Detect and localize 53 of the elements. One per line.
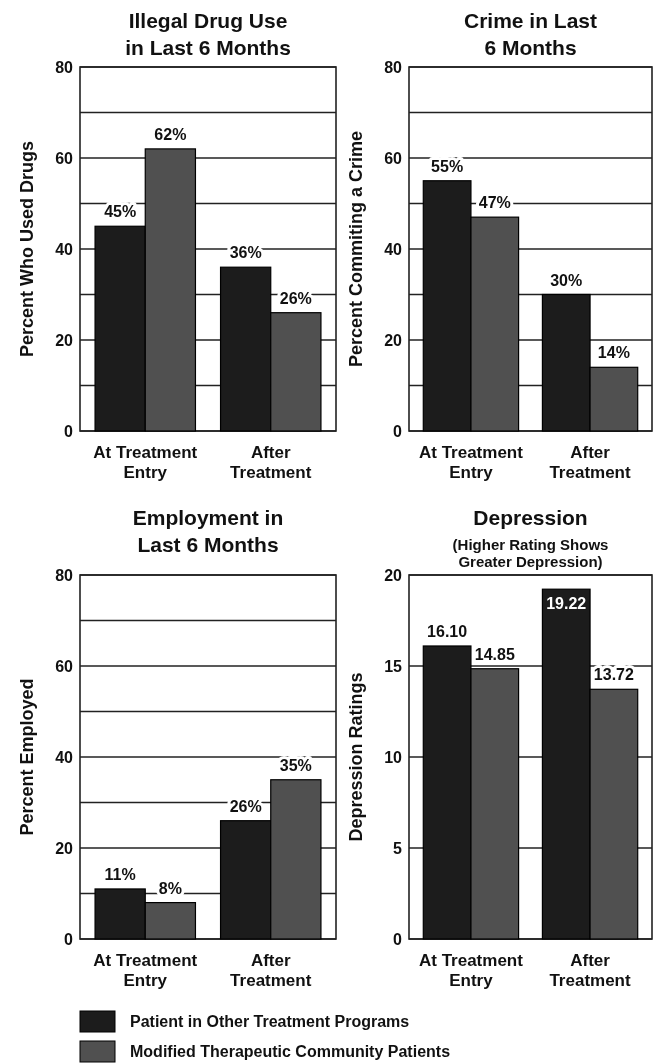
chart-title: Employment in Last 6 Months xyxy=(132,506,284,556)
y-tick-label: 40 xyxy=(55,240,74,258)
y-axis-title: Percent Who Used Drugs xyxy=(17,140,38,358)
data-label: 16.10 xyxy=(427,622,468,640)
legend-label: Modified Therapeutic Community Patients xyxy=(130,1043,451,1060)
data-label: 35% xyxy=(279,756,312,774)
data-label: 26% xyxy=(229,797,262,815)
x-tick-label: After Treatment xyxy=(549,951,632,990)
y-tick-label: 20 xyxy=(55,331,74,349)
y-tick-label: 40 xyxy=(55,748,74,766)
data-label: 11% xyxy=(104,865,136,883)
data-label: 8% xyxy=(158,879,182,897)
y-tick-label: 80 xyxy=(55,566,74,584)
y-tick-label: 80 xyxy=(384,58,403,76)
data-label: 14.85 xyxy=(474,645,515,663)
chart-subtitle: (Higher Rating Shows Greater Depression) xyxy=(452,536,609,570)
chart-title: Crime in Last 6 Months xyxy=(463,9,598,59)
y-axis-title: Depression Ratings xyxy=(346,672,367,842)
y-tick-label: 60 xyxy=(55,149,74,167)
y-axis-title: Percent Commiting a Crime xyxy=(346,130,367,368)
y-tick-label: 60 xyxy=(384,149,403,167)
y-tick-label: 20 xyxy=(384,331,403,349)
y-tick-label: 5 xyxy=(393,839,403,857)
chart-title: Depression xyxy=(473,506,588,529)
x-tick-label: After Treatment xyxy=(549,443,632,482)
data-label: 26% xyxy=(279,289,312,307)
data-label: 45% xyxy=(104,203,137,221)
x-tick-label: At Treatment Entry xyxy=(93,443,198,482)
y-tick-label: 10 xyxy=(384,748,403,766)
x-tick-label: At Treatment Entry xyxy=(93,951,198,990)
y-tick-label: 20 xyxy=(55,839,74,857)
x-tick-label: After Treatment xyxy=(230,951,312,990)
y-tick-label: 80 xyxy=(55,58,74,76)
y-tick-label: 15 xyxy=(384,657,403,675)
x-tick-label: After Treatment xyxy=(230,443,312,482)
x-tick-label: At Treatment Entry xyxy=(418,443,524,482)
y-tick-label: 0 xyxy=(393,930,403,948)
y-axis-title: Percent Employed xyxy=(17,678,38,836)
data-label: 30% xyxy=(550,271,583,289)
legend-label: Patient in Other Treatment Programs xyxy=(130,1013,410,1030)
y-tick-label: 60 xyxy=(55,657,74,675)
y-tick-label: 0 xyxy=(64,422,74,440)
y-tick-label: 20 xyxy=(384,566,403,584)
y-tick-label: 40 xyxy=(384,240,403,258)
data-label: 13.72 xyxy=(593,666,634,684)
y-tick-label: 0 xyxy=(393,422,403,440)
y-tick-label: 0 xyxy=(64,930,74,948)
data-label: 19.22 xyxy=(546,595,587,613)
chart-title: Illegal Drug Use in Last 6 Months xyxy=(125,9,291,59)
data-label: 62% xyxy=(154,125,187,143)
data-label: 14% xyxy=(597,344,630,362)
data-label: 55% xyxy=(431,157,464,175)
x-tick-label: At Treatment Entry xyxy=(418,951,524,990)
